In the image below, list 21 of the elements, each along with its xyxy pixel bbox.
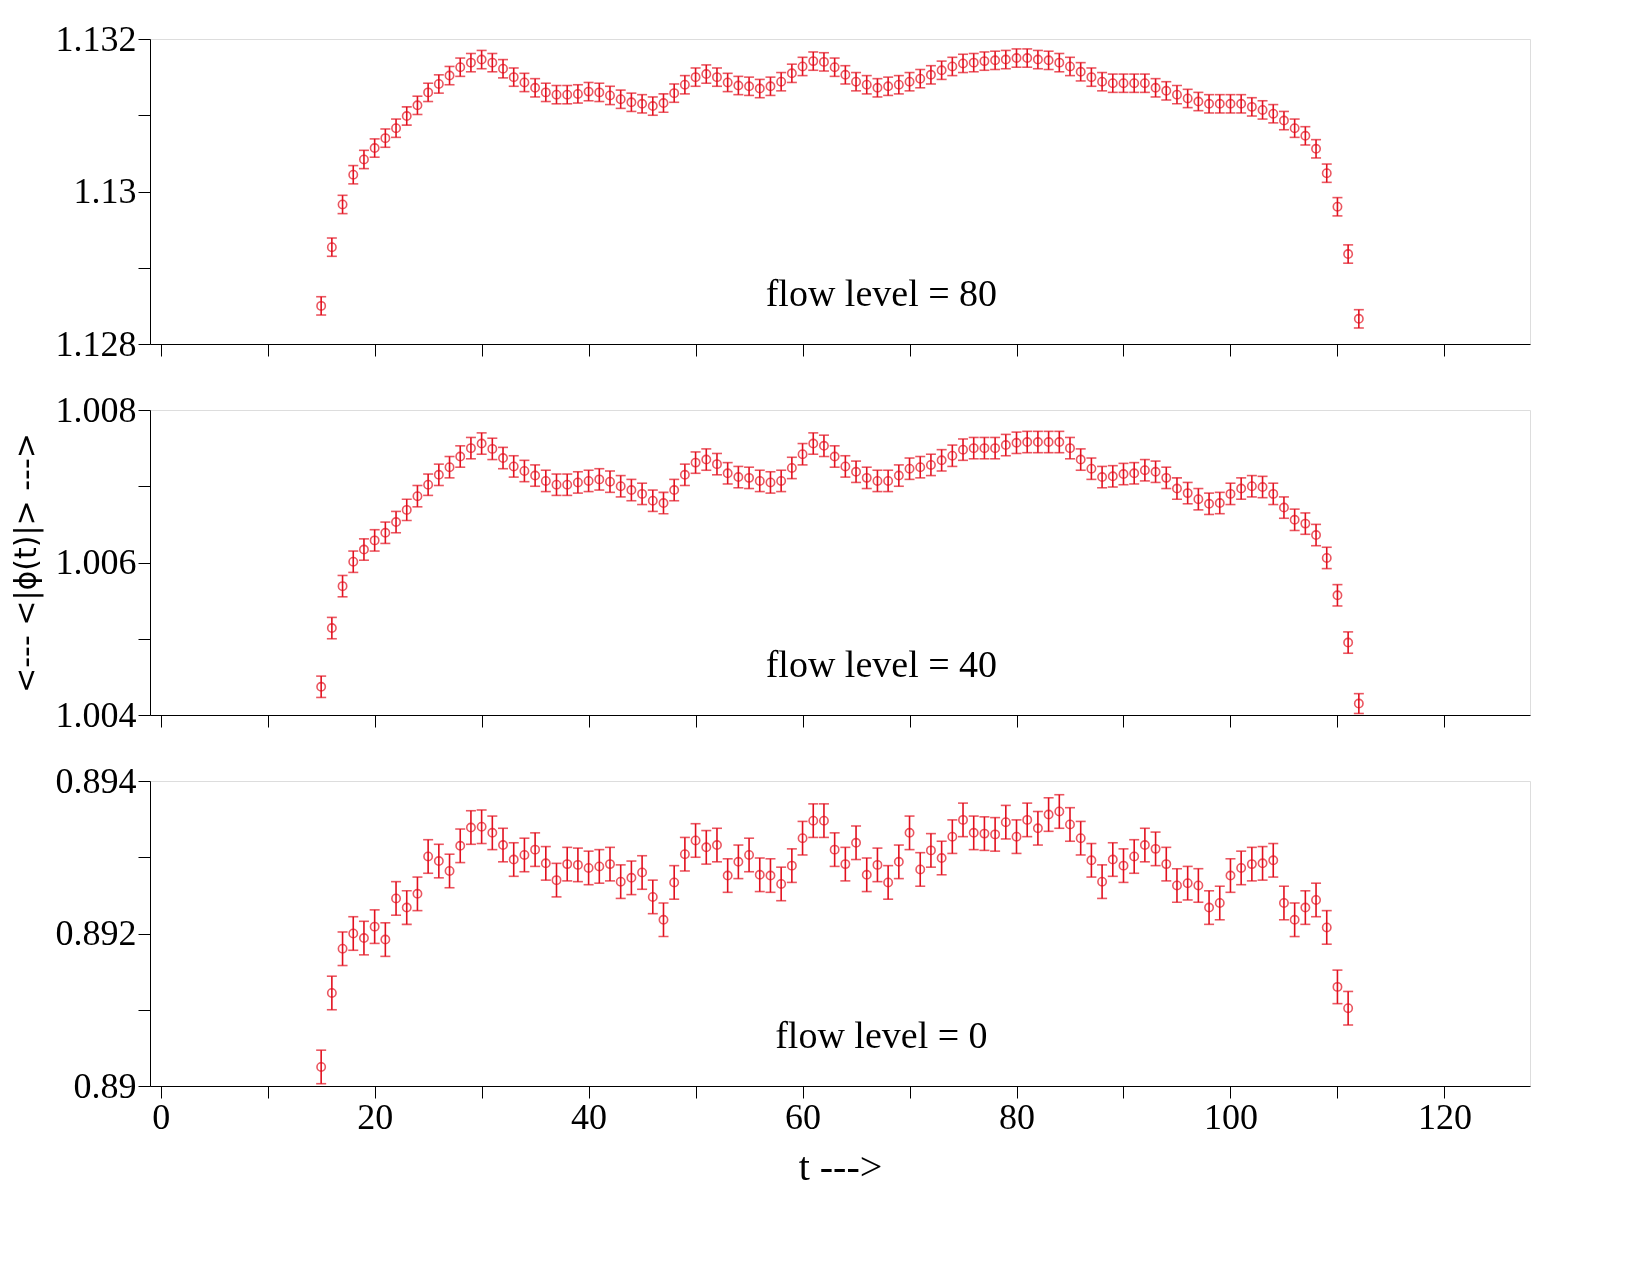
x-tick-label: 100 (1203, 1096, 1258, 1137)
x-tick-label: 0 (152, 1096, 171, 1137)
x-tick-label: 120 (1417, 1096, 1472, 1137)
annotation: flow level = 0 (775, 1014, 988, 1057)
y-tick-label: 0.89 (73, 1065, 137, 1106)
annotation: flow level = 80 (765, 272, 998, 315)
y-tick-label: 1.008 (55, 389, 137, 430)
y-tick-label: 1.004 (55, 694, 137, 735)
y-tick-label: 1.006 (55, 542, 137, 582)
y-tick-label: 1.128 (55, 323, 137, 364)
y-tick-label: 1.132 (55, 18, 137, 59)
x-tick-label: 80 (999, 1096, 1036, 1137)
y-tick-label: 1.13 (73, 171, 137, 211)
y-tick-label: 0.894 (55, 760, 137, 801)
y-tick-label: 0.892 (55, 913, 137, 953)
x-tick-label: 40 (571, 1096, 608, 1137)
x-tick-label: 20 (357, 1096, 394, 1137)
annotation: flow level = 40 (765, 643, 998, 686)
x-axis-title: t ---> (798, 1143, 883, 1189)
y-axis-title: <--- <|ϕ(t)|> ---> (7, 433, 44, 693)
x-tick-label: 60 (785, 1096, 822, 1137)
